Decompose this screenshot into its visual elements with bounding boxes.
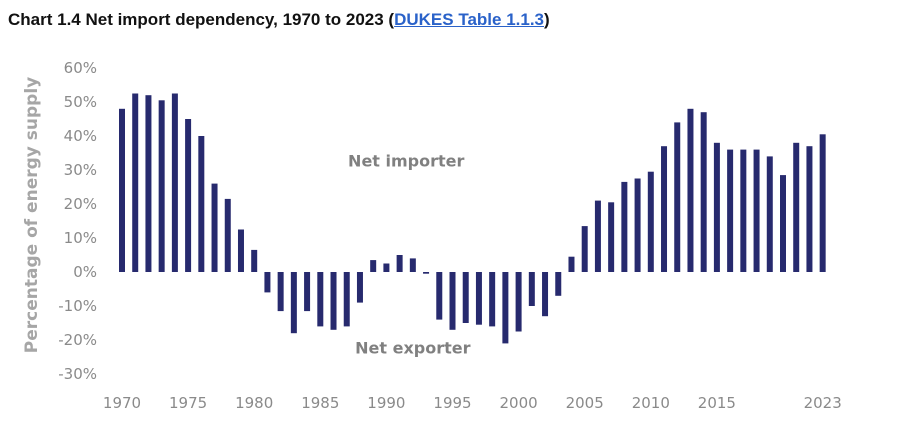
chart-title-suffix: ) xyxy=(544,10,550,29)
bar-2010 xyxy=(647,171,654,272)
x-tick-label: 2010 xyxy=(632,394,670,412)
bar-1997 xyxy=(475,272,482,325)
bar-1989 xyxy=(370,260,377,272)
bars xyxy=(119,93,826,344)
bar-1999 xyxy=(502,272,509,344)
annotations: Net importer Net exporter xyxy=(348,152,471,358)
x-tick-label: 1990 xyxy=(367,394,405,412)
bar-1979 xyxy=(237,229,244,272)
bar-2015 xyxy=(713,142,720,272)
bar-2012 xyxy=(674,122,681,273)
x-tick-labels: 1970 1975 1980 1985 1990 1995 2000 2005 2010 2015… xyxy=(103,394,842,412)
bar-1987 xyxy=(343,272,350,327)
bar-1975 xyxy=(185,119,192,272)
bar-2008 xyxy=(621,181,628,272)
bar-1992 xyxy=(409,258,416,272)
bar-2016 xyxy=(727,149,734,272)
bar-1981 xyxy=(264,272,271,293)
bar-1993 xyxy=(423,272,430,274)
bar-2005 xyxy=(581,226,588,272)
bar-1996 xyxy=(462,272,469,323)
bar-2013 xyxy=(687,108,694,272)
y-tick-label: 40% xyxy=(64,127,97,145)
dukes-table-link[interactable]: DUKES Table 1.1.3 xyxy=(394,10,544,29)
x-tick-label: 1975 xyxy=(169,394,207,412)
bar-1984 xyxy=(304,272,311,312)
bar-2007 xyxy=(608,202,615,272)
y-tick-label: 20% xyxy=(64,195,97,213)
bar-1982 xyxy=(277,272,284,312)
bar-2021 xyxy=(793,142,800,272)
y-tick-label: 30% xyxy=(64,161,97,179)
bar-1980 xyxy=(251,249,258,272)
bar-2023 xyxy=(819,134,826,272)
bar-1973 xyxy=(158,100,165,272)
bar-1986 xyxy=(330,272,337,330)
y-tick-labels: 60% 50% 40% 30% 20% 10% 0% -10% -20% -30% xyxy=(58,59,97,383)
y-tick-label: 50% xyxy=(64,93,97,111)
chart-title: Chart 1.4 Net import dependency, 1970 to… xyxy=(8,10,550,30)
bar-1972 xyxy=(145,95,152,272)
chart-title-text: Chart 1.4 Net import dependency, 1970 to… xyxy=(8,10,395,29)
bar-2009 xyxy=(634,178,641,272)
bar-2000 xyxy=(515,272,522,332)
bar-1985 xyxy=(317,272,324,327)
bar-2006 xyxy=(594,200,601,272)
bar-1970 xyxy=(119,108,125,272)
x-tick-label: 2015 xyxy=(698,394,736,412)
y-tick-label: -10% xyxy=(58,297,97,315)
bar-1974 xyxy=(171,93,178,272)
bar-2004 xyxy=(568,256,575,272)
y-tick-label: -30% xyxy=(58,365,97,383)
bar-1976 xyxy=(198,136,205,272)
x-tick-label: 1985 xyxy=(301,394,339,412)
bar-1977 xyxy=(211,183,218,272)
bar-2002 xyxy=(542,272,549,317)
y-tick-label: 0% xyxy=(73,263,97,281)
bar-1998 xyxy=(489,272,496,327)
bar-1991 xyxy=(396,255,403,272)
chart-annotation: Net exporter xyxy=(355,339,470,358)
x-tick-label: 1980 xyxy=(235,394,273,412)
x-tick-label: 1995 xyxy=(433,394,471,412)
x-tick-label: 1970 xyxy=(103,394,141,412)
y-tick-label: 10% xyxy=(64,229,97,247)
bar-2020 xyxy=(780,175,786,272)
bar-1978 xyxy=(224,198,231,272)
y-axis-label: Percentage of energy supply xyxy=(22,77,42,353)
bar-2022 xyxy=(806,146,813,272)
bar-1971 xyxy=(132,93,139,272)
y-tick-label: 60% xyxy=(64,59,97,77)
bar-1990 xyxy=(383,263,390,272)
bar-2014 xyxy=(700,112,707,272)
bar-1988 xyxy=(356,272,363,303)
chart-annotation: Net importer xyxy=(348,152,464,171)
x-tick-label: 2000 xyxy=(500,394,538,412)
x-tick-label: 2023 xyxy=(804,394,842,412)
y-tick-label: -20% xyxy=(58,331,97,349)
bar-2019 xyxy=(766,156,773,272)
bar-1983 xyxy=(290,272,297,334)
bar-2003 xyxy=(555,272,562,296)
bar-2018 xyxy=(753,149,760,272)
bar-2001 xyxy=(528,272,535,306)
bar-2011 xyxy=(661,146,668,272)
bar-1995 xyxy=(449,272,456,330)
bar-2017 xyxy=(740,149,747,272)
x-tick-label: 2005 xyxy=(566,394,604,412)
bar-1994 xyxy=(436,272,443,320)
